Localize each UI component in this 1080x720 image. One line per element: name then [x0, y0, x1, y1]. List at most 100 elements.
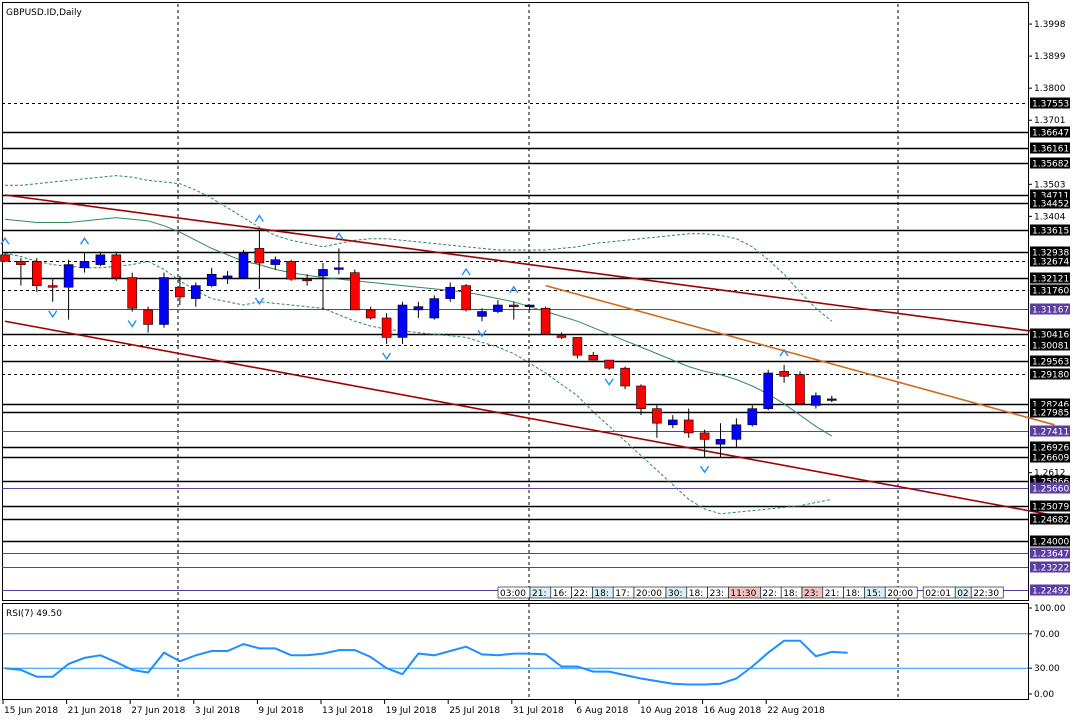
time-label-text: 21: [532, 589, 546, 599]
candlesticks [0, 230, 837, 458]
date-tick-label: 10 Aug 2018 [640, 706, 698, 716]
candle-body [334, 267, 344, 270]
candle [747, 405, 758, 427]
date-axis: 15 Jun 2018 21 Jun 2018 27 Jun 2018 3 Jul 2… [2, 700, 825, 716]
bollinger-bands [4, 175, 833, 515]
candle [31, 258, 42, 293]
time-label-text: 03:00 [500, 589, 526, 599]
candle [238, 250, 249, 280]
candle [397, 301, 408, 344]
level-tag-bg [1030, 272, 1070, 284]
candle-body [715, 439, 726, 445]
date-tick-label: 25 Jul 2018 [449, 706, 500, 716]
candle [461, 284, 471, 312]
level-tag-bg [1030, 482, 1070, 494]
candle-body [699, 432, 710, 440]
candle-body [826, 398, 837, 401]
candle [143, 306, 153, 333]
time-label-text: 23: [804, 589, 818, 599]
price-tick-label: 1.3899 [1034, 52, 1066, 62]
candle-body [0, 254, 10, 262]
level-tag-bg [1030, 398, 1070, 410]
time-label-text: 22:30 [973, 589, 999, 599]
rsi-pane-frame [2, 603, 1029, 700]
candle [763, 369, 774, 411]
level-tag-bg [1030, 513, 1070, 525]
level-tag-label: 1.32938 [1032, 249, 1069, 259]
time-label-text: 20:00 [887, 589, 913, 599]
candle-body [413, 306, 424, 311]
rsi-tick-label: 0.00 [1034, 690, 1054, 700]
candle-body [79, 261, 90, 269]
date-tick-label: 19 Jul 2018 [386, 706, 437, 716]
level-tag-label: 1.32674 [1032, 258, 1069, 268]
fractal-down-icon [48, 310, 58, 319]
candle-body [636, 385, 646, 409]
level-tag-label: 1.24682 [1032, 516, 1069, 526]
candle [540, 306, 551, 335]
candle-body [731, 424, 742, 440]
time-label-box [970, 586, 1004, 599]
level-tag-bg [1030, 500, 1070, 512]
candle [429, 295, 440, 320]
fractal-down-icon [604, 378, 614, 387]
level-tag-label: 1.29563 [1032, 358, 1069, 368]
time-label-text: 20:00 [636, 589, 662, 599]
candle-body [175, 286, 185, 298]
candle-body [47, 285, 58, 288]
rsi-tick-label: 30.00 [1034, 664, 1060, 674]
vertical-gridlines [177, 4, 899, 700]
fractal-up-icon [509, 285, 519, 294]
candle-body [270, 259, 281, 265]
level-tag-bg [1030, 284, 1070, 296]
fractal-down-icon [477, 329, 487, 338]
candle-body [238, 252, 249, 278]
level-tag-label: 1.31760 [1032, 287, 1069, 297]
level-tag-bg [1030, 97, 1070, 109]
candle-body [667, 419, 678, 426]
fractal-up-icon [779, 348, 789, 357]
candle [524, 304, 535, 310]
candle-body [620, 367, 630, 387]
candle [365, 306, 376, 320]
candle-body [191, 285, 201, 299]
level-tag-bg [1030, 224, 1070, 236]
candle [79, 253, 90, 273]
level-tag-bg [1030, 303, 1070, 315]
price-axis: 1.3998 1.3899 1.3800 1.3701 1.3503 1.3404 1.26… [1028, 20, 1066, 479]
candle-body [588, 354, 599, 361]
time-label-text: 30: [668, 589, 682, 599]
rsi-line [4, 639, 848, 686]
candle-body [604, 359, 615, 369]
candle-body [540, 307, 551, 335]
candle-body [508, 304, 519, 307]
candle [636, 384, 646, 416]
date-tick-label: 13 Jul 2018 [322, 706, 373, 716]
level-tag-bg [1030, 535, 1070, 547]
candle-body [302, 278, 312, 282]
level-tag-bg [1030, 584, 1070, 596]
candle [175, 275, 185, 306]
level-tag-bg [1030, 339, 1070, 351]
level-tag-label: 1.30416 [1032, 331, 1069, 341]
level-tag-label: 1.35682 [1032, 160, 1069, 170]
level-tag-label: 1.22492 [1032, 587, 1069, 597]
fractal-up-icon [0, 236, 10, 245]
time-label-text: 15: [866, 589, 880, 599]
candle [0, 253, 10, 262]
candle [811, 392, 821, 409]
fractal-down-icon [382, 352, 392, 361]
time-label-box [884, 586, 918, 599]
candle [699, 429, 710, 458]
candle-body [254, 248, 265, 264]
rsi-indicator [3, 633, 1028, 686]
candle [95, 251, 106, 267]
candle-body [429, 298, 440, 319]
level-tag-bg [1030, 328, 1070, 340]
time-label-text: 02:01 [925, 589, 951, 599]
candle-body [477, 311, 487, 317]
fractal-up-icon [334, 232, 344, 240]
candle-body [381, 317, 392, 338]
level-tag-label: 1.31167 [1032, 306, 1069, 316]
band-lower [4, 252, 832, 515]
